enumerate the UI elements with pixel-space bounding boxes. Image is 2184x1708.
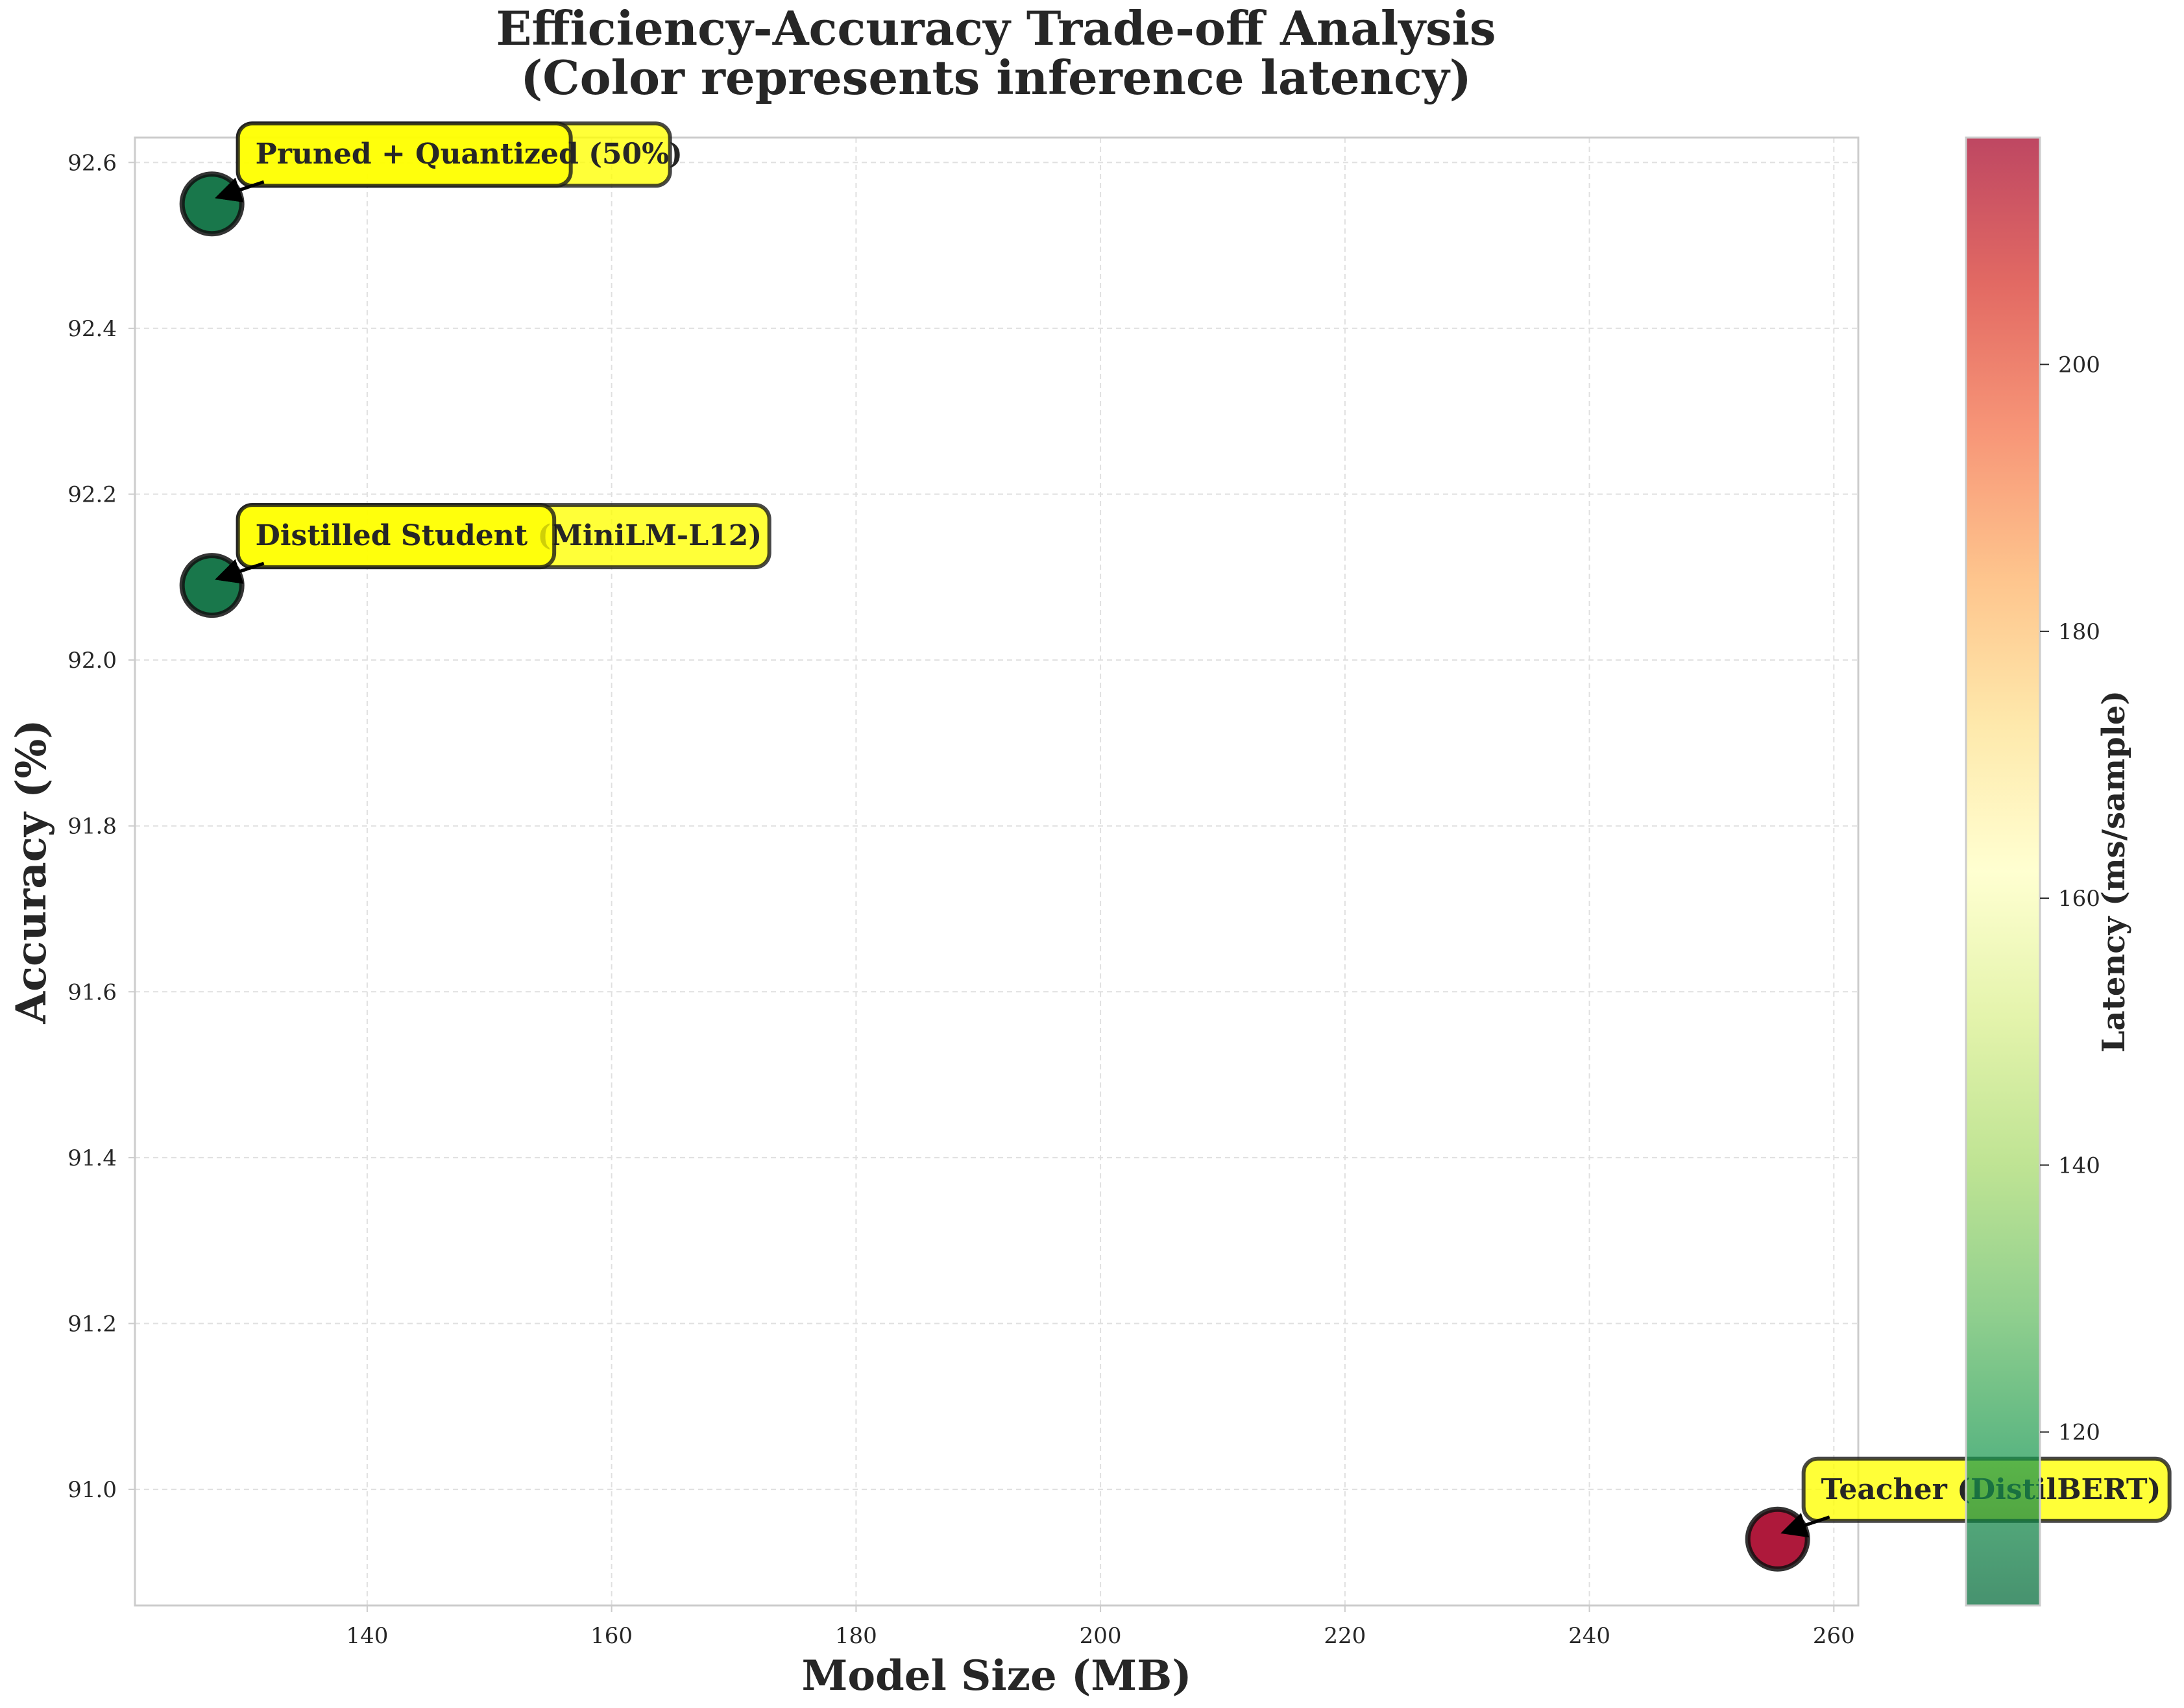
chart-title-line-1: Efficiency-Accuracy Trade-off Analysis [496, 1, 1496, 56]
annotation-arrow [215, 177, 265, 202]
x-axis-label: Model Size (MB) [802, 1652, 1192, 1700]
y-tick-label: 91.4 [67, 1145, 117, 1171]
colorbar-bar [1965, 136, 2041, 1607]
y-tick-label: 92.6 [67, 150, 117, 176]
x-tick-label: 180 [835, 1623, 877, 1649]
annotation-label: Distilled Student [256, 519, 528, 552]
annotation: Distilled Student [215, 503, 557, 584]
y-tick-label: 92.2 [67, 482, 117, 508]
data-point [179, 171, 245, 237]
annotation-box [236, 121, 573, 188]
colorbar-tick-label: 200 [2058, 352, 2100, 378]
data-point [1745, 1506, 1810, 1572]
grid [135, 138, 1858, 1605]
y-tick-label: 91.0 [67, 1477, 117, 1503]
data-points [179, 171, 1810, 1572]
x-tick-label: 260 [1813, 1623, 1855, 1649]
colorbar-tick-label: 160 [2058, 886, 2100, 912]
colorbar: 120 140 160 180 200 Latency (ms/sample) [1965, 136, 2132, 1607]
y-tick-label: 91.8 [67, 814, 117, 840]
annotation-arrow [1780, 1513, 1830, 1538]
colorbar-tick-label: 120 [2058, 1420, 2100, 1446]
annotation: Pruned + Quantized [215, 121, 579, 202]
x-tick-label: 200 [1080, 1623, 1122, 1649]
colorbar-label: Latency (ms/sample) [2096, 690, 2132, 1053]
annotation-arrow [215, 559, 265, 584]
x-tick-label: 160 [590, 1623, 633, 1649]
chart-title-line-2: (Color represents inference latency) [520, 50, 1472, 105]
y-tick-label: 92.4 [67, 316, 117, 342]
x-tick-label: 220 [1324, 1623, 1366, 1649]
x-tick-label: 240 [1568, 1623, 1610, 1649]
colorbar-tick-label: 180 [2058, 619, 2100, 645]
colorbar-tick-label: 140 [2058, 1153, 2100, 1178]
annotations: Teacher (DistilBERT)Distilled Student (M… [215, 121, 2172, 1538]
annotation-label: Pruned + Quantized [256, 138, 579, 171]
y-tick-label: 92.0 [67, 648, 117, 674]
annotation-box [236, 503, 557, 570]
y-axis-label: Accuracy (%) [7, 719, 56, 1024]
data-point [179, 553, 245, 618]
y-tick-label: 91.6 [67, 979, 117, 1005]
plot-frame [134, 136, 1860, 1607]
x-tick-label: 140 [346, 1623, 388, 1649]
axes: 140 160 180 200 220 240 260 91.0 91.2 91.4 91.6 91.… [7, 136, 1860, 1700]
y-tick-label: 91.2 [67, 1311, 117, 1337]
